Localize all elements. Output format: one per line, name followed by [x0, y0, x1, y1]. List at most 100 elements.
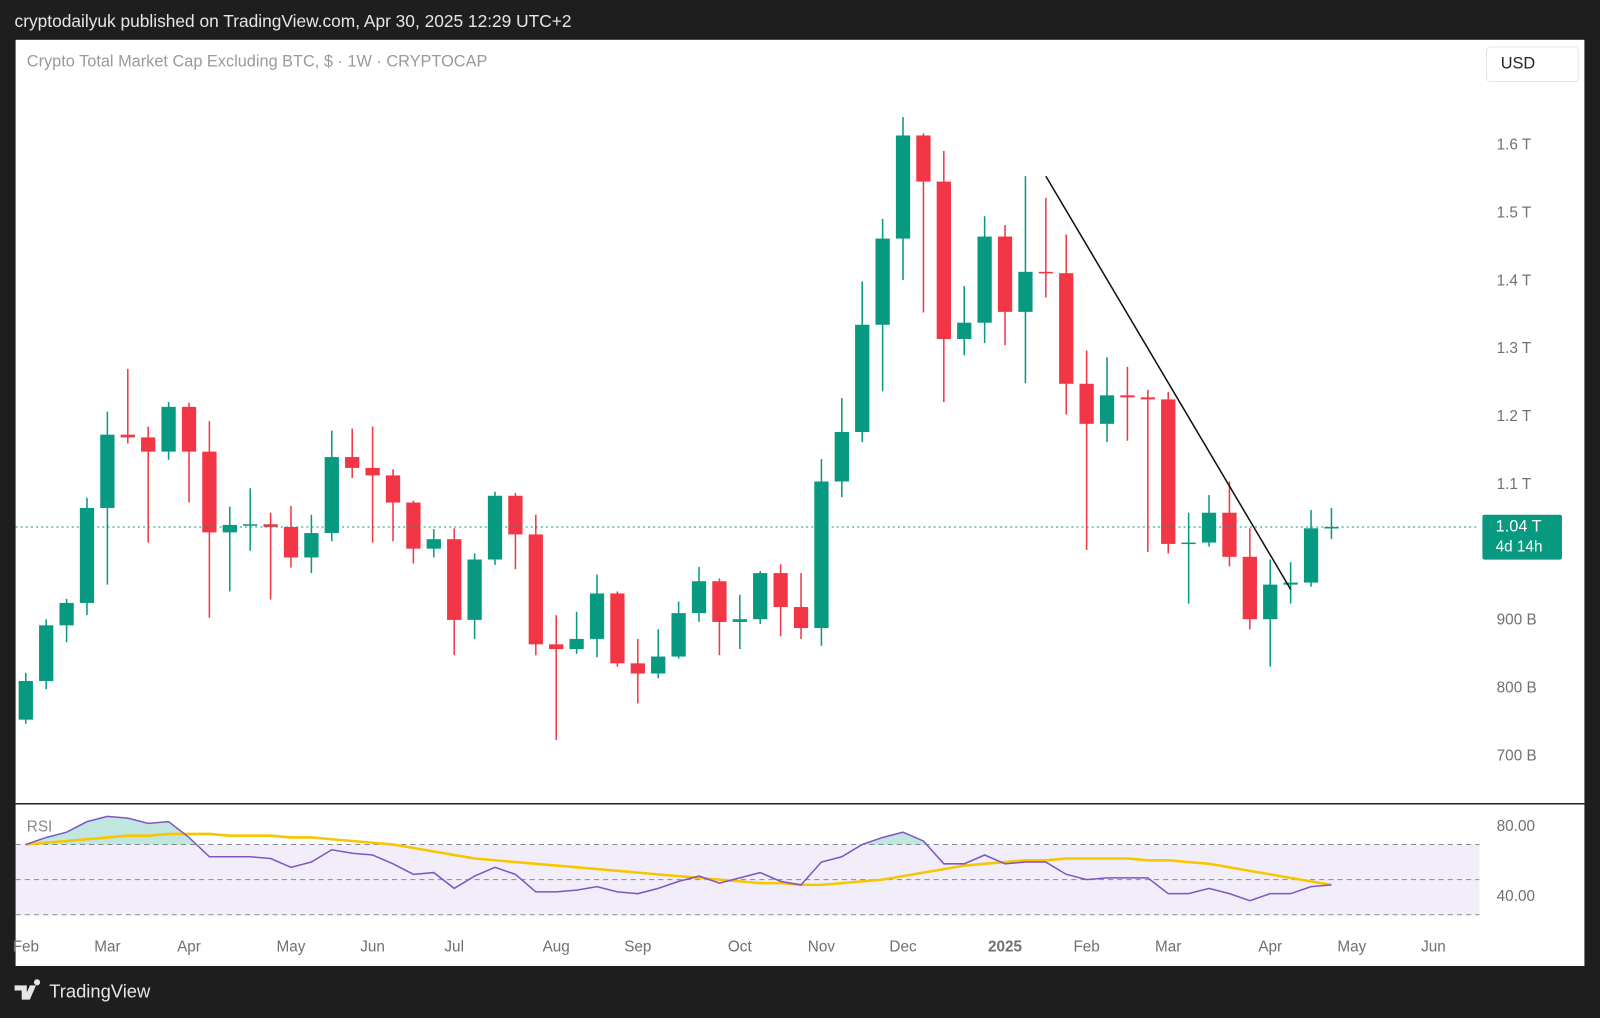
- candle-body: [1324, 526, 1339, 529]
- candle-body: [936, 181, 951, 340]
- x-tick-label: 2025: [988, 939, 1023, 956]
- y-tick-label: 1.5 T: [1497, 205, 1532, 222]
- y-tick-label: 1.1 T: [1497, 476, 1532, 493]
- candle-body: [569, 638, 584, 650]
- candle-body: [181, 406, 197, 452]
- candle-body: [977, 236, 992, 323]
- candle-body: [447, 539, 462, 620]
- candle-body: [997, 236, 1013, 312]
- countdown-label: 4d 14h: [1496, 538, 1543, 555]
- candle-body: [651, 656, 666, 674]
- candle-body: [814, 481, 829, 629]
- chart-title: Crypto Total Market Cap Excluding BTC, $…: [27, 53, 488, 71]
- candle-body: [18, 680, 33, 720]
- candle-body: [426, 539, 441, 549]
- x-tick-label: Dec: [889, 939, 917, 956]
- rsi-tick-label: 40.00: [1497, 888, 1535, 905]
- x-tick-label: Mar: [1155, 939, 1181, 956]
- candle-body: [1018, 271, 1033, 312]
- last-price-label: 1.04 T: [1496, 517, 1542, 535]
- candle-body: [549, 644, 564, 650]
- candle-body: [1161, 399, 1176, 544]
- rsi-ma-line: [25, 832, 1332, 887]
- candle-body: [1303, 528, 1319, 583]
- x-tick-label: Aug: [543, 939, 570, 956]
- candle-body: [1222, 512, 1237, 557]
- candle-body: [1099, 395, 1115, 424]
- rsi-label: RSI: [27, 818, 52, 835]
- candle-body: [39, 625, 54, 681]
- candle-body: [916, 135, 931, 182]
- rsi-tick-label: 80.00: [1497, 818, 1535, 835]
- candle-body: [161, 406, 176, 452]
- x-tick-label: Apr: [1258, 939, 1282, 956]
- candle-body: [304, 533, 319, 558]
- candle-body: [712, 581, 727, 622]
- x-tick-label: Jun: [360, 939, 385, 956]
- candle-body: [243, 524, 258, 526]
- x-tick-label: Oct: [728, 939, 753, 956]
- candle-body: [753, 573, 768, 620]
- x-tick-label: Sep: [624, 939, 651, 956]
- y-tick-label: 700 B: [1497, 747, 1537, 764]
- candle-body: [1038, 271, 1053, 274]
- candle-body: [222, 524, 237, 533]
- candle-body: [957, 322, 972, 340]
- y-tick-label: 1.3 T: [1497, 340, 1532, 357]
- x-tick-label: Feb: [13, 939, 39, 956]
- candle-body: [345, 457, 360, 468]
- y-tick-label: 900 B: [1497, 612, 1537, 629]
- rsi-line: [25, 815, 1332, 902]
- candle-body: [1181, 542, 1196, 545]
- candle-body: [589, 593, 605, 639]
- candle-body: [732, 619, 747, 622]
- y-tick-label: 1.2 T: [1497, 408, 1532, 425]
- candle-body: [59, 602, 74, 626]
- candle-body: [793, 607, 809, 629]
- last-price-box: [1482, 514, 1562, 560]
- candle-body: [385, 475, 401, 503]
- candle-body: [610, 593, 625, 664]
- candle-body: [467, 559, 482, 620]
- candle-body: [1059, 273, 1074, 384]
- candle-body: [100, 434, 115, 508]
- candle-body: [1140, 397, 1155, 400]
- candle-body: [1283, 582, 1298, 585]
- candle-body: [855, 324, 870, 432]
- candle-body: [487, 495, 503, 560]
- candle-body: [508, 495, 523, 535]
- candle-body: [1242, 556, 1257, 620]
- trendline: [1045, 175, 1292, 590]
- candle-body: [324, 457, 339, 534]
- y-tick-label: 1.4 T: [1497, 272, 1532, 289]
- candle-body: [875, 238, 890, 325]
- header-text: cryptodailyuk published on TradingView.c…: [15, 11, 572, 31]
- y-tick-label: 800 B: [1497, 679, 1537, 696]
- candle-body: [1201, 512, 1217, 543]
- footer-text: TradingView: [49, 980, 151, 1001]
- rsi-overbought-fill: [25, 816, 927, 845]
- candle-body: [283, 526, 299, 558]
- candle-body: [202, 451, 217, 533]
- rsi-band: [15, 844, 1480, 915]
- y-tick-label: 1.6 T: [1497, 137, 1532, 154]
- candle-body: [263, 524, 278, 527]
- candle-body: [773, 573, 788, 608]
- logo-icon: [14, 979, 41, 1000]
- candle-body: [691, 581, 707, 614]
- x-tick-label: May: [277, 939, 306, 956]
- x-tick-label: Nov: [808, 939, 836, 956]
- tradingview-logo: TradingView: [14, 979, 151, 1001]
- currency-button[interactable]: [1485, 46, 1579, 83]
- candle-body: [365, 467, 380, 476]
- x-tick-label: Apr: [177, 939, 201, 956]
- x-tick-label: Mar: [94, 939, 120, 956]
- currency-label[interactable]: USD: [1501, 55, 1535, 73]
- candle-body: [528, 534, 543, 645]
- candle-body: [1079, 383, 1094, 424]
- candle-body: [1263, 584, 1278, 620]
- candle-body: [895, 135, 911, 239]
- x-tick-label: Feb: [1073, 939, 1099, 956]
